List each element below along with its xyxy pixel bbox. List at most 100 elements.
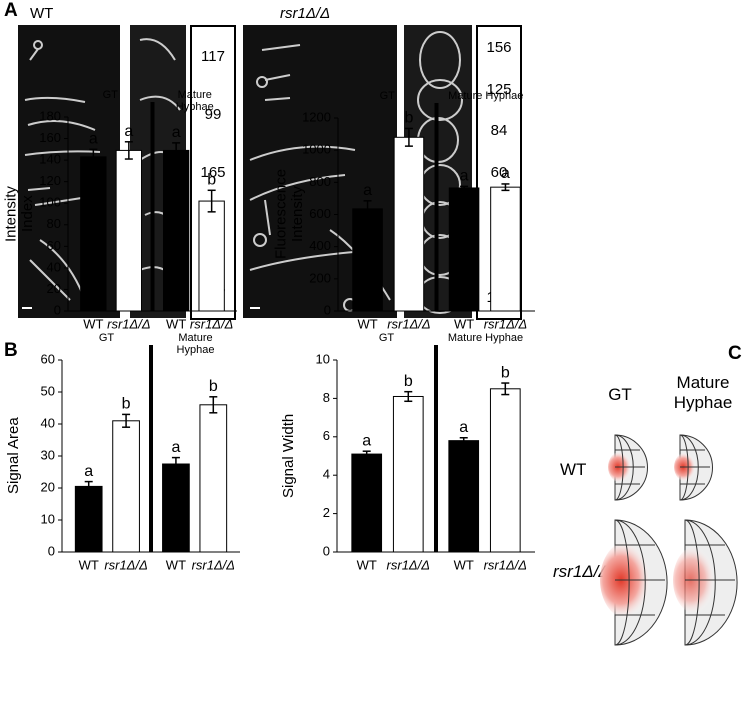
annotation: a [501,165,510,182]
group-label-box: Mature Hyphae [448,90,524,102]
bar [393,136,425,312]
annotation: a [460,168,469,185]
error-bar [404,390,413,403]
group-label: Mature Hyphae [176,332,215,357]
y-axis-label-box: Intensity Index [0,117,40,311]
bar [112,420,140,553]
group-label-box: GT [378,332,395,344]
y-tick-label: 400 [309,238,331,253]
row-label: WT [560,460,587,479]
annotation: a [363,182,372,199]
y-axis-label-box: Signal Area [0,360,34,552]
error-bar [89,148,98,166]
group-label: GT [378,332,395,344]
error-bar [84,480,93,492]
y-axis-label: Intensity Index [0,117,40,311]
group-label-box: GT [102,89,118,101]
x-tick-label: WT [454,316,474,331]
group-label-box: GT [380,90,395,102]
column-label: Mature Hyphae [673,373,733,413]
group-label-box: Mature Hyphae [176,332,215,357]
error-bar [207,189,216,213]
y-tick-label: 30 [41,447,55,462]
x-tick-label: rsr1Δ/Δ [107,316,150,331]
value: 99 [204,105,222,123]
bar [490,186,521,312]
bar [352,208,383,312]
y-tick-label: 600 [309,206,331,221]
y-tick-label: 0 [323,543,330,558]
error-bar [172,142,181,159]
y-tick-label: 160 [39,130,61,145]
y-tick-label: 180 [39,108,61,123]
group-label-box: GT [98,332,115,344]
annotation: b [209,378,218,395]
y-tick-label: 10 [41,511,55,526]
y-tick-label: 20 [41,479,55,494]
y-tick-label: 8 [323,390,330,405]
group-label: Mature Hyphae [175,89,214,114]
x-tick-label: rsr1Δ/Δ [484,557,527,572]
x-tick-label: rsr1Δ/Δ [484,316,527,331]
annotation: b [207,172,216,189]
group-label: Mature Hyphae [448,90,524,102]
y-tick-label: 1200 [302,109,331,124]
y-tick-label: 0 [54,302,61,317]
x-tick-label: WT [83,316,103,331]
annotation: b [404,110,413,127]
group-label-box: Mature Hyphae [175,89,214,114]
y-tick-label: 20 [47,281,61,296]
y-axis-label: Fluorescence Intensity [270,118,310,311]
y-tick-label: 10 [316,351,330,366]
y-tick-label: 60 [47,238,61,253]
y-tick-label: 1000 [302,142,331,157]
y-tick-label: 140 [39,152,61,167]
annotation: a [362,432,371,449]
group-label: GT [98,332,115,344]
error-bar [362,450,371,458]
y-axis-label-text: Signal Width [279,413,297,499]
bar [74,485,103,553]
value: 60 [490,163,508,181]
bar [162,463,190,553]
y-axis-label-text: Fluorescence Intensity [272,169,307,260]
error-bar [122,413,131,428]
group-label-box: Mature Hyphae [447,332,524,344]
error-bar [501,183,510,192]
value: 156 [486,39,512,57]
error-bar [404,127,413,147]
x-tick-label: rsr1Δ/Δ [387,557,430,572]
x-tick-label: WT [454,557,474,572]
y-axis-label: Signal Area [0,360,34,552]
y-tick-label: 4 [323,467,330,482]
group-label: GT [102,89,118,101]
column-label: GT [608,385,632,404]
x-tick-label: WT [79,557,99,572]
y-axis-label-text: Intensity Index [2,186,37,242]
annotation: a [172,124,181,141]
y-tick-label: 80 [47,216,61,231]
y-axis-label: Signal Width [269,360,309,552]
bar [448,440,480,553]
x-tick-label: rsr1Δ/Δ [387,316,430,331]
y-tick-label: 200 [309,270,331,285]
x-tick-label: rsr1Δ/Δ [190,316,233,331]
wt-title: WT [30,5,54,22]
x-tick-label: rsr1Δ/Δ [192,557,235,572]
bar [162,149,190,312]
y-axis-label-box: Signal Width [269,360,309,552]
hemispheres [600,434,738,646]
bar [80,156,107,312]
bar [448,187,480,312]
y-tick-label: 40 [47,259,61,274]
group-label: Mature Hyphae [447,332,524,344]
y-tick-label: 60 [41,351,55,366]
hemisphere [674,434,713,501]
bar [199,404,228,553]
error-bar [460,185,469,191]
y-axis-label-box: Fluorescence Intensity [270,118,310,311]
annotation: b [404,373,413,390]
value: 125 [486,80,512,98]
panel-label: C [728,343,742,364]
